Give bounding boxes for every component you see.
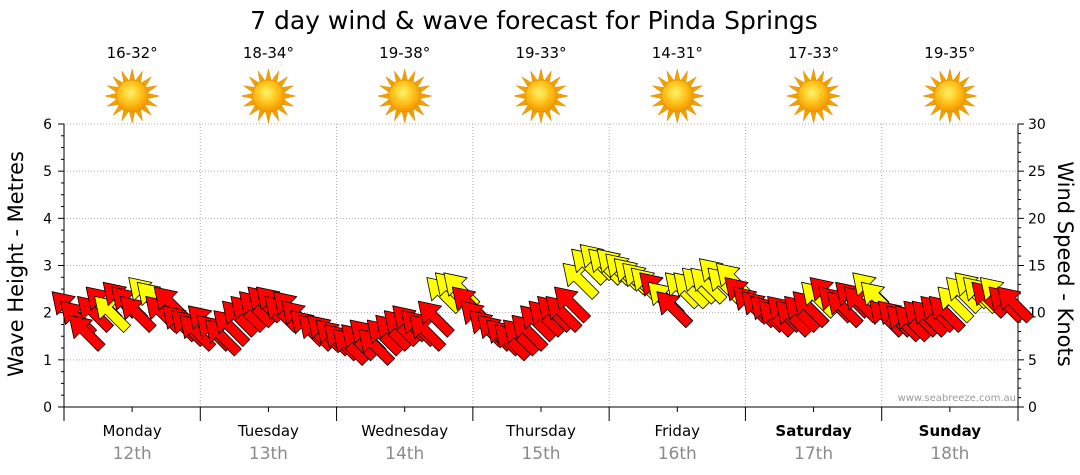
left-tick-label: 4 xyxy=(43,211,52,227)
sun-icon xyxy=(377,68,432,124)
right-tick-label: 5 xyxy=(1028,353,1037,369)
day-temperature: 17-33° xyxy=(788,44,839,62)
sun-icon xyxy=(922,68,977,124)
right-tick-label: 15 xyxy=(1028,259,1046,275)
day-temperature: 19-35° xyxy=(924,44,975,62)
wind-arrow xyxy=(68,314,106,352)
grid xyxy=(64,123,1018,407)
chart-title: 7 day wind & wave forecast for Pinda Spr… xyxy=(250,6,818,35)
right-tick-label: 10 xyxy=(1028,306,1046,322)
left-tick-label: 5 xyxy=(43,164,52,180)
day-date: 16th xyxy=(658,444,697,464)
left-axis-title: Wave Height - Metres xyxy=(4,151,28,377)
day-name: Thursday xyxy=(505,422,576,440)
day-temperature: 19-33° xyxy=(515,44,566,62)
day-name: Saturday xyxy=(775,422,852,440)
right-tick-label: 25 xyxy=(1028,164,1046,180)
day-temperature: 16-32° xyxy=(107,44,158,62)
day-temperature: 19-38° xyxy=(379,44,430,62)
day-date: 12th xyxy=(113,444,152,464)
sun-icon xyxy=(786,68,841,124)
weather-icon-row xyxy=(105,68,977,124)
wind-arrows xyxy=(51,244,1034,366)
left-tick-label: 2 xyxy=(43,306,52,322)
left-tick-label: 6 xyxy=(43,117,52,133)
sun-icon xyxy=(105,68,160,124)
left-tick-label: 1 xyxy=(43,353,52,369)
wind-arrow xyxy=(656,291,694,329)
day-date: 18th xyxy=(930,444,969,464)
day-name: Monday xyxy=(103,422,162,440)
axes xyxy=(63,124,1019,421)
right-tick-label: 30 xyxy=(1028,117,1046,133)
day-date: 15th xyxy=(521,444,560,464)
wind-arrow xyxy=(554,286,591,324)
day-labels: Monday 12th Tuesday 13th Wednesday 14th Thursd… xyxy=(103,422,982,464)
day-date: 13th xyxy=(249,444,288,464)
wave-height-ticks: 0 1 2 3 4 5 6 xyxy=(43,117,64,416)
watermark: www.seabreeze.com.au xyxy=(898,393,1016,404)
left-tick-label: 3 xyxy=(43,259,52,275)
left-tick-label: 0 xyxy=(43,400,52,416)
day-name: Tuesday xyxy=(237,422,299,440)
sun-icon xyxy=(650,68,705,124)
day-date: 14th xyxy=(385,444,424,464)
day-name: Friday xyxy=(655,422,701,440)
right-axis-title: Wind Speed - Knots xyxy=(1053,161,1077,366)
day-temperature: 18-34° xyxy=(243,44,294,62)
day-name: Sunday xyxy=(919,422,982,440)
sun-icon xyxy=(241,68,296,124)
day-temperature: 14-31° xyxy=(652,44,703,62)
day-date: 17th xyxy=(794,444,833,464)
wind-arrow xyxy=(417,300,455,338)
sun-icon xyxy=(513,68,569,124)
wind-speed-ticks: 0 5 10 15 20 25 30 xyxy=(1018,117,1046,416)
right-tick-label: 0 xyxy=(1028,400,1037,416)
temperature-row: 16-32° 18-34° 19-38° 19-33° 14-31° 17-33° 19-3… xyxy=(107,44,976,62)
day-name: Wednesday xyxy=(361,422,448,440)
right-tick-label: 20 xyxy=(1028,211,1046,227)
wind-arrow xyxy=(997,286,1034,324)
